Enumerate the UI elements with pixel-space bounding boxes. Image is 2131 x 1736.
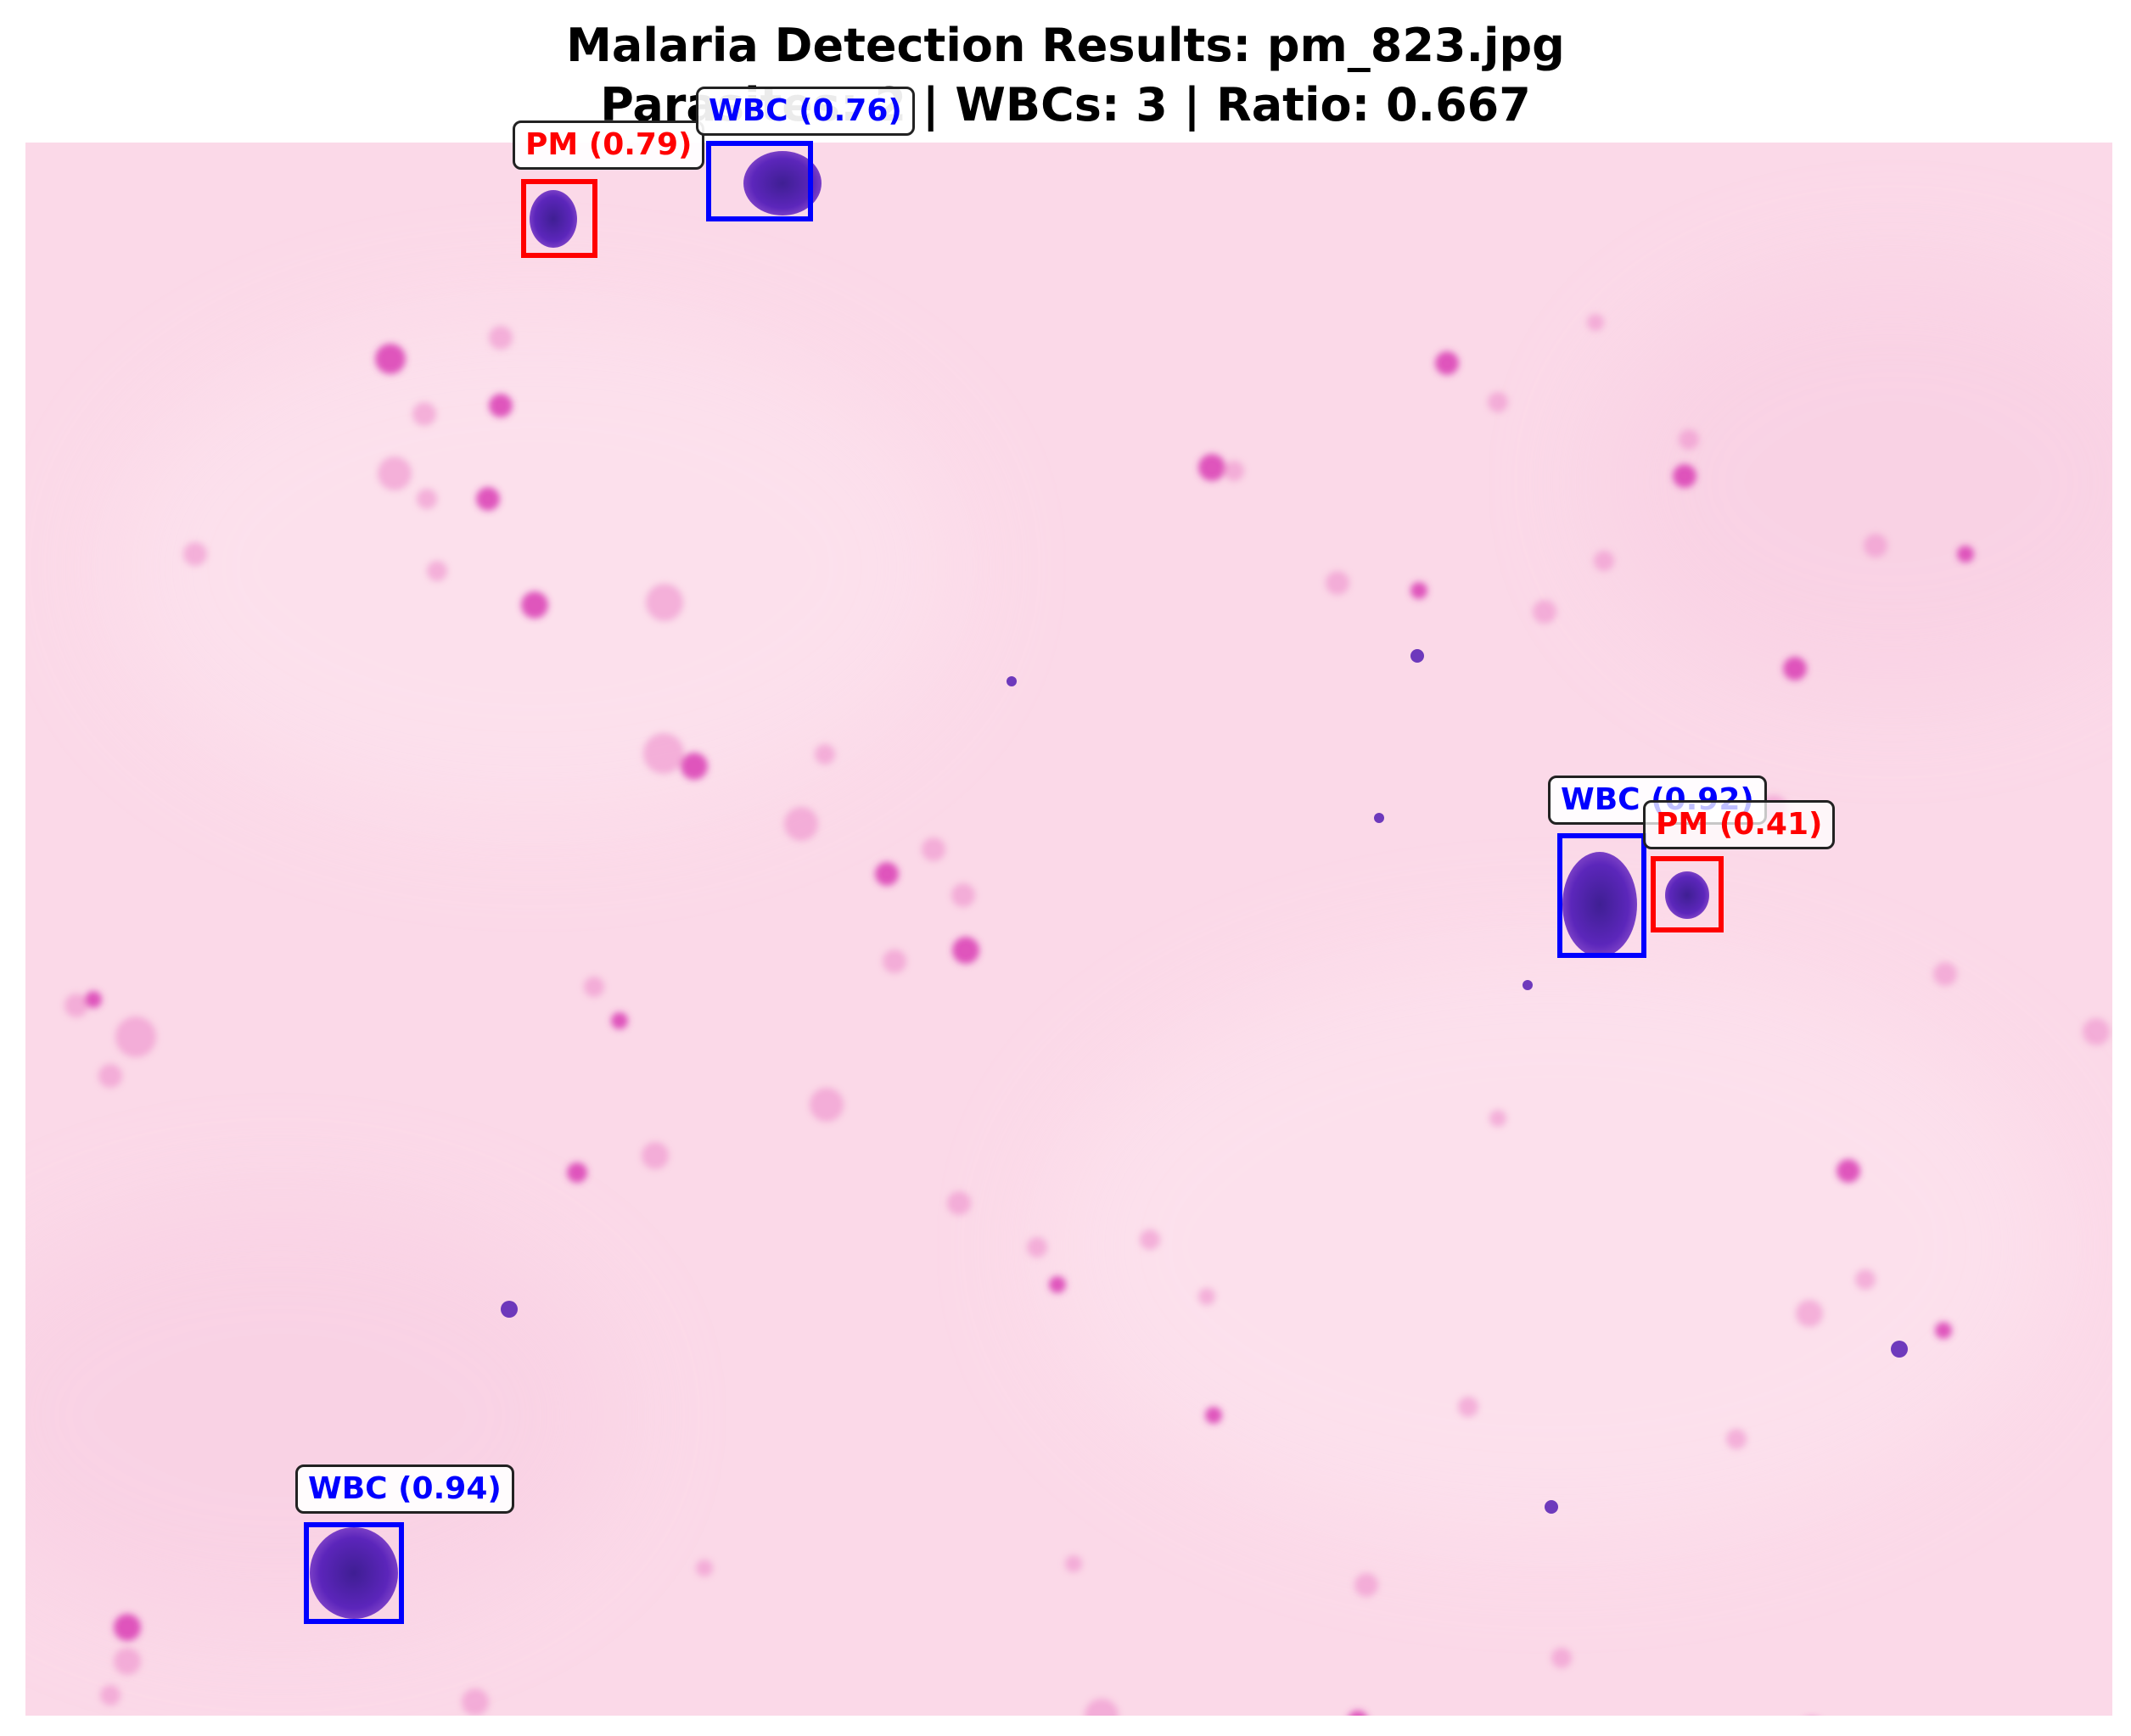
pm-detection-label: PM (0.79) (513, 120, 705, 170)
cell-nuclei (310, 151, 1908, 1619)
pm-bounding-box (1651, 856, 1724, 932)
pm-detection-label: PM (0.41) (1643, 800, 1836, 849)
wbc-bounding-box (304, 1522, 404, 1624)
blood-smear-image (25, 143, 2112, 1716)
chart-title: Malaria Detection Results: pm_823.jpg (566, 19, 1565, 72)
stain-spots (64, 314, 2110, 1716)
pm-bounding-box (521, 179, 597, 258)
wbc-bounding-box (706, 141, 813, 221)
chart-subtitle: Parasites: 2 | WBCs: 3 | Ratio: 0.667 (600, 78, 1531, 132)
wbc-detection-label: WBC (0.76) (696, 87, 915, 136)
wbc-bounding-box (1557, 833, 1646, 958)
wbc-detection-label: WBC (0.94) (295, 1464, 514, 1514)
